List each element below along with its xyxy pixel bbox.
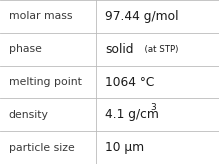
Text: 97.44 g/mol: 97.44 g/mol: [105, 10, 179, 23]
Text: 1064 °C: 1064 °C: [105, 75, 154, 89]
Text: melting point: melting point: [9, 77, 82, 87]
Text: 4.1 g/cm: 4.1 g/cm: [105, 108, 159, 121]
Text: 3: 3: [150, 103, 156, 112]
Text: 10 µm: 10 µm: [105, 141, 144, 154]
Text: solid: solid: [105, 43, 134, 56]
Text: density: density: [9, 110, 49, 120]
Text: particle size: particle size: [9, 143, 74, 153]
Text: (at STP): (at STP): [139, 45, 178, 54]
Text: molar mass: molar mass: [9, 11, 72, 21]
Text: phase: phase: [9, 44, 42, 54]
